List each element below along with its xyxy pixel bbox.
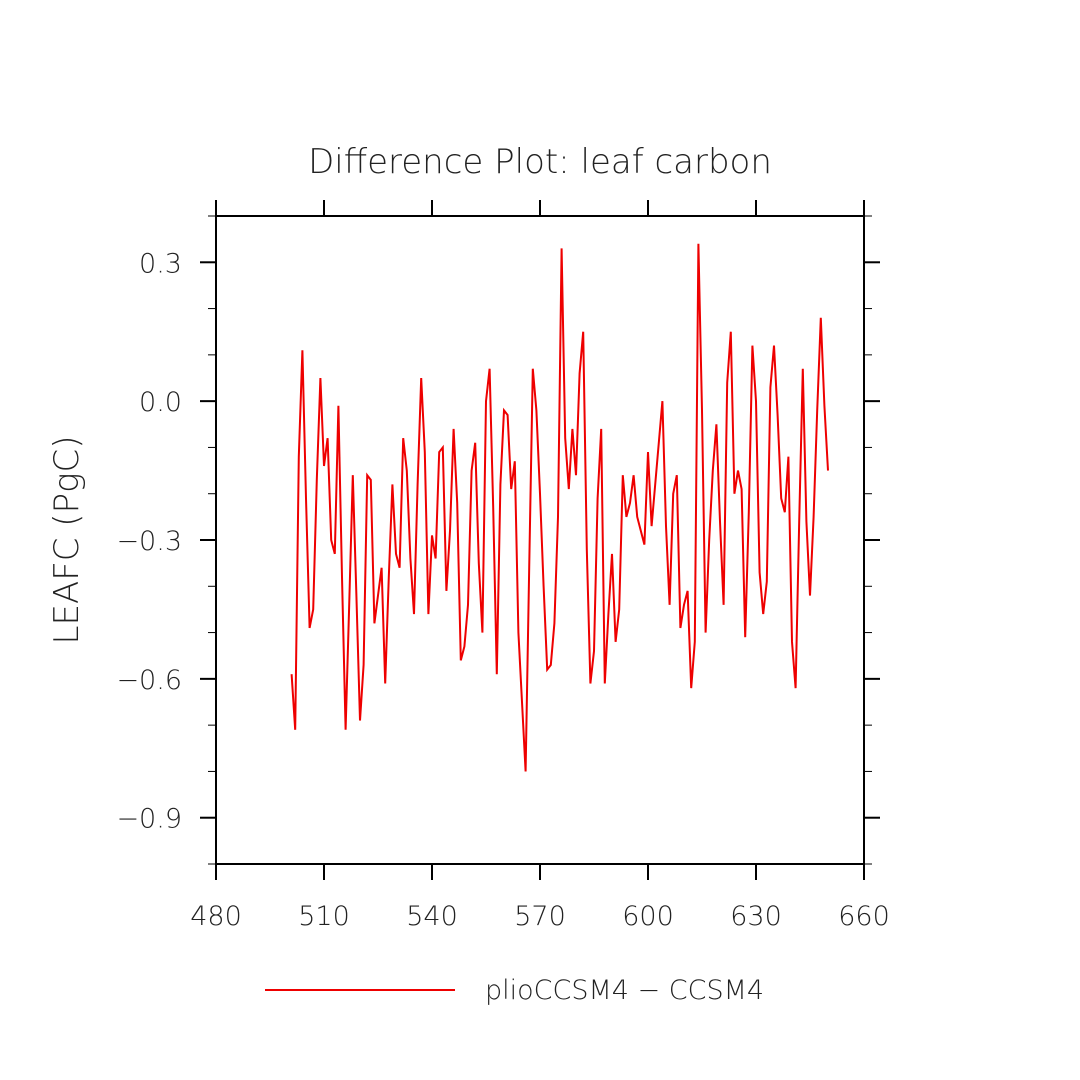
y-axis-label: LEAFC (PgC) [47, 436, 87, 645]
x-tick-label-660: 660 [838, 901, 890, 932]
chart-title: Difference Plot: leaf carbon [308, 142, 772, 182]
axis-ticks [200, 200, 880, 880]
x-tick-label-570: 570 [514, 901, 566, 932]
series-line-0 [290, 243, 829, 772]
legend: plioCCSM4 − CCSM4 [265, 975, 764, 1006]
y-tick-label-2: −0.3 [116, 526, 182, 557]
x-tick-label-540: 540 [406, 901, 458, 932]
series-group [290, 243, 829, 772]
x-tick-label-480: 480 [190, 901, 242, 932]
legend-label-0: plioCCSM4 − CCSM4 [485, 975, 764, 1006]
y-tick-label-1: −0.6 [116, 665, 182, 696]
x-tick-label-510: 510 [298, 901, 350, 932]
y-tick-label-3: 0.0 [139, 387, 182, 418]
axis-tick-labels: 480 510 540 570 600 630 660 −0.9 −0.6 −0.3 0.0 0.3 [116, 248, 889, 932]
y-tick-label-0: −0.9 [116, 804, 182, 835]
y-tick-label-4: 0.3 [139, 248, 182, 279]
x-tick-label-630: 630 [730, 901, 782, 932]
x-tick-label-600: 600 [622, 901, 674, 932]
